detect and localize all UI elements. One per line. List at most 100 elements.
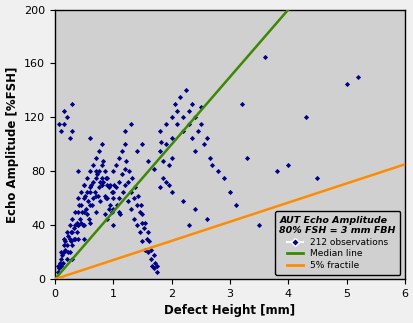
Point bbox=[62, 247, 68, 252]
Point bbox=[81, 196, 87, 201]
Point bbox=[140, 225, 147, 231]
Point bbox=[75, 223, 81, 228]
Point bbox=[124, 180, 131, 185]
Point bbox=[183, 88, 189, 93]
Point bbox=[120, 189, 126, 194]
Point bbox=[180, 198, 186, 203]
Point bbox=[57, 263, 64, 268]
Point bbox=[153, 270, 160, 275]
Point bbox=[103, 196, 109, 201]
Point bbox=[197, 104, 204, 109]
Point bbox=[98, 175, 104, 181]
Point bbox=[150, 252, 157, 257]
Point bbox=[75, 196, 81, 201]
Point bbox=[88, 182, 94, 187]
Point bbox=[81, 182, 87, 187]
Point bbox=[156, 128, 163, 133]
Point bbox=[110, 223, 116, 228]
Point bbox=[159, 158, 166, 163]
Point bbox=[56, 260, 63, 266]
Point bbox=[93, 172, 100, 177]
Point bbox=[76, 216, 83, 221]
Point bbox=[102, 175, 109, 181]
Point bbox=[116, 155, 122, 161]
Point bbox=[206, 155, 212, 161]
Point bbox=[76, 203, 83, 208]
Point bbox=[191, 115, 198, 120]
Point bbox=[59, 252, 65, 257]
Point bbox=[83, 189, 90, 194]
Point bbox=[156, 185, 163, 190]
Point bbox=[104, 182, 111, 187]
Point bbox=[128, 175, 135, 181]
Point bbox=[121, 128, 128, 133]
Point bbox=[92, 175, 99, 181]
Point bbox=[69, 128, 76, 133]
Point bbox=[55, 263, 61, 268]
Point bbox=[72, 209, 78, 214]
Point bbox=[78, 189, 84, 194]
Point bbox=[95, 169, 102, 174]
Point bbox=[75, 236, 81, 241]
Point bbox=[110, 169, 116, 174]
Point bbox=[168, 115, 175, 120]
Point bbox=[123, 158, 129, 163]
Point bbox=[232, 203, 239, 208]
Point bbox=[75, 169, 81, 174]
Point bbox=[180, 128, 186, 133]
Point bbox=[60, 243, 67, 248]
Point bbox=[133, 149, 140, 154]
Point bbox=[66, 223, 73, 228]
Point bbox=[63, 229, 70, 234]
Point bbox=[116, 180, 122, 185]
Point bbox=[133, 223, 140, 228]
Point bbox=[91, 189, 98, 194]
Point bbox=[101, 212, 108, 217]
Point bbox=[168, 135, 175, 140]
Point bbox=[165, 162, 171, 167]
Point bbox=[162, 142, 169, 147]
Point bbox=[60, 121, 67, 127]
Point bbox=[86, 220, 93, 225]
Point bbox=[226, 189, 233, 194]
Point bbox=[116, 209, 122, 214]
Point bbox=[110, 206, 116, 212]
Point bbox=[136, 209, 142, 214]
Point bbox=[255, 223, 262, 228]
X-axis label: Defect Height [mm]: Defect Height [mm] bbox=[164, 305, 295, 318]
Point bbox=[83, 175, 90, 181]
Point bbox=[97, 198, 104, 203]
Point bbox=[244, 155, 250, 161]
Point bbox=[95, 185, 102, 190]
Point bbox=[111, 182, 117, 187]
Point bbox=[130, 216, 137, 221]
Point bbox=[92, 209, 99, 214]
Point bbox=[79, 209, 85, 214]
Point bbox=[165, 182, 171, 187]
Point bbox=[142, 220, 148, 225]
Point bbox=[86, 203, 93, 208]
Point bbox=[147, 247, 154, 252]
Point bbox=[168, 189, 175, 194]
Point bbox=[174, 108, 180, 113]
Point bbox=[57, 256, 64, 262]
Point bbox=[108, 189, 114, 194]
Point bbox=[55, 270, 61, 275]
Point bbox=[354, 74, 361, 79]
Point bbox=[203, 216, 209, 221]
Point bbox=[191, 149, 198, 154]
Point bbox=[95, 149, 102, 154]
Point bbox=[127, 206, 134, 212]
Point bbox=[145, 250, 151, 255]
Point bbox=[146, 239, 152, 244]
Point bbox=[81, 236, 87, 241]
Y-axis label: Echo Amplitude [%FSH]: Echo Amplitude [%FSH] bbox=[5, 66, 19, 223]
Point bbox=[69, 256, 76, 262]
Point bbox=[81, 182, 87, 187]
Point bbox=[100, 180, 107, 185]
Point bbox=[89, 196, 96, 201]
Point bbox=[136, 229, 142, 234]
Point bbox=[142, 247, 148, 252]
Point bbox=[238, 101, 244, 107]
Point bbox=[85, 216, 92, 221]
